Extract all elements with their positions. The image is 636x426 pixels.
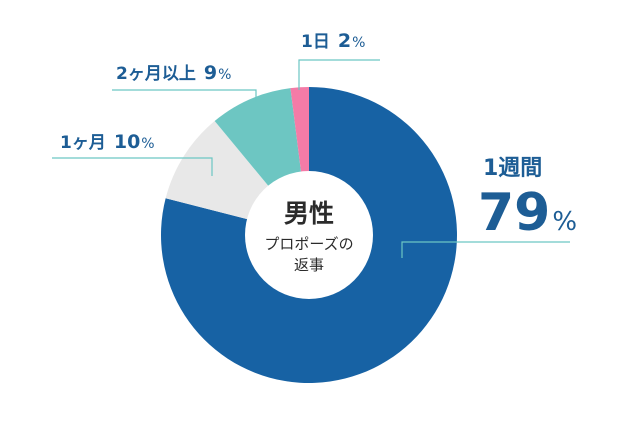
label-day: 1日 2% [301,30,365,52]
label-two-months-name: 2ヶ月以上 [116,64,196,84]
label-month-percent: % [141,136,154,152]
label-two-months-number: 9 [204,62,217,84]
label-two-months: 2ヶ月以上 9% [116,62,231,84]
center-title: 男性 [284,199,334,228]
donut-hole [245,171,373,299]
label-week-number: 79 [478,183,550,243]
label-day-name: 1日 [301,32,330,52]
label-month: 1ヶ月 10% [60,131,155,153]
label-month-name: 1ヶ月 [60,133,106,153]
label-two-months-percent: % [218,67,231,83]
label-week-percent: % [552,207,577,237]
center-subtitle-line2: 返事 [294,256,324,274]
label-month-number: 10 [114,131,140,153]
leader-line-two-months [112,89,257,102]
leader-line-day [298,59,380,90]
leader-line-week [401,241,570,258]
label-week-name: 1週間 [483,156,542,181]
center-subtitle-line1: プロポーズの [264,235,353,253]
label-day-number: 2 [338,30,351,52]
label-week-value: 79% [478,183,577,243]
label-day-percent: % [352,35,365,51]
leader-line-month [52,157,213,176]
